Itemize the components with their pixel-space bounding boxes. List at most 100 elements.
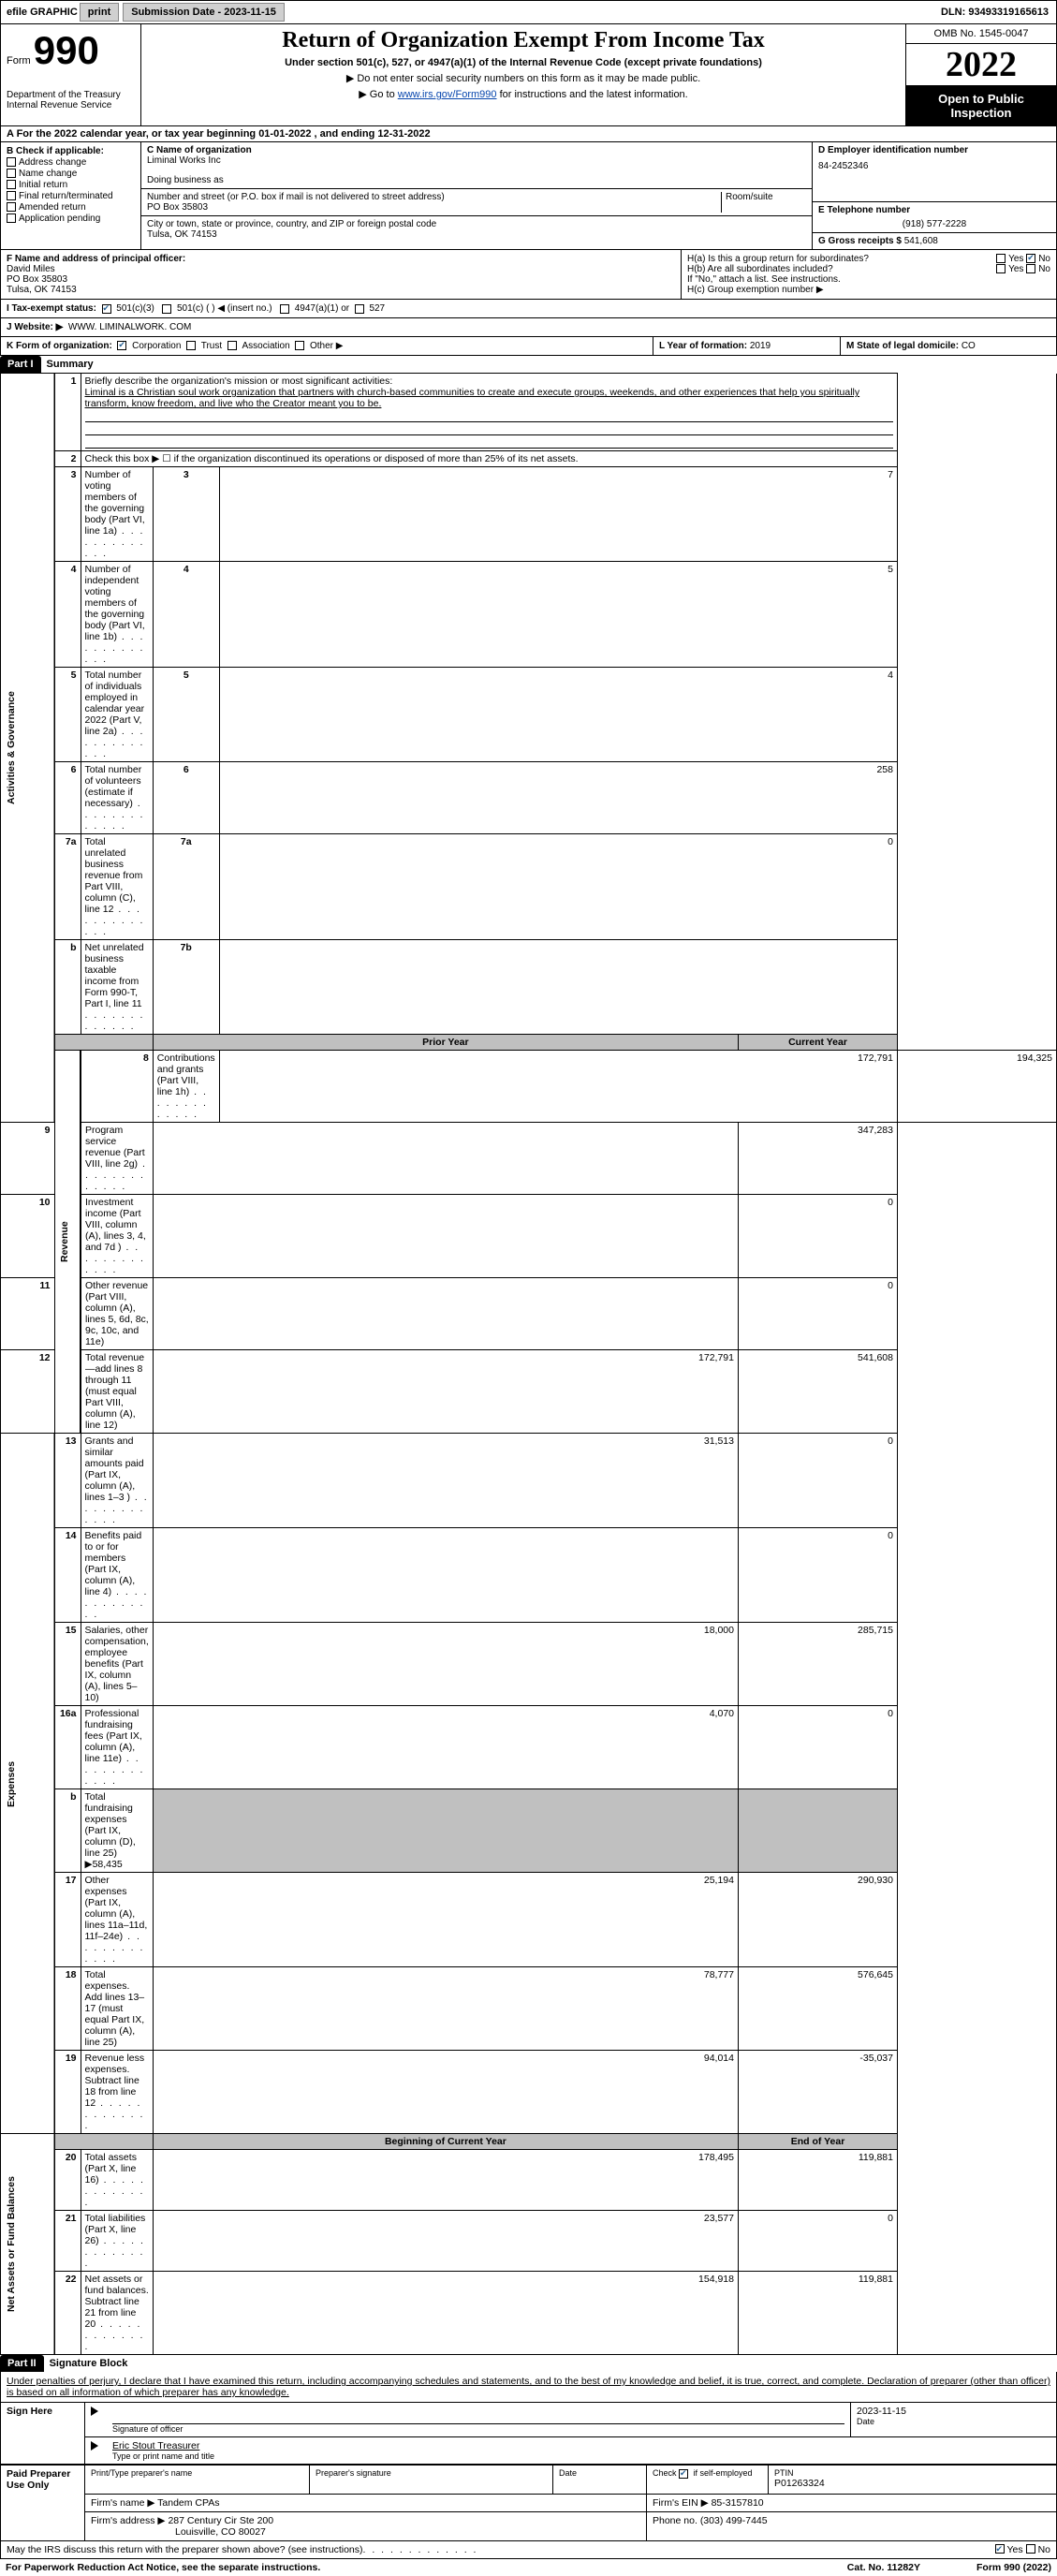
line1-num: 1	[54, 374, 81, 451]
arrow-icon	[91, 2407, 98, 2416]
side-activities: Activities & Governance	[1, 374, 55, 1123]
discuss-no-chk[interactable]	[1026, 2544, 1035, 2554]
hb-yes[interactable]: Yes	[1008, 264, 1023, 274]
line5-val: 4	[219, 668, 897, 762]
ha-label: H(a) Is this a group return for subordin…	[687, 254, 869, 264]
chk-527[interactable]	[355, 304, 364, 314]
line19-current: -35,037	[739, 2051, 898, 2134]
chk-address-change[interactable]: Address change	[7, 157, 135, 168]
line15-prior: 18,000	[153, 1623, 738, 1706]
officer-addr: PO Box 35803	[7, 274, 675, 285]
row-j-website: J Website: ▶ WWW. LIMINALWORK. COM	[0, 318, 1057, 337]
chk-final-return[interactable]: Final return/terminated	[7, 191, 135, 201]
col-b-checkboxes: B Check if applicable: Address change Na…	[1, 142, 141, 249]
line10-current: 0	[739, 1195, 898, 1278]
phone-value: (918) 577-2228	[818, 219, 1050, 229]
line17-current: 290,930	[739, 1873, 898, 1967]
city-value: Tulsa, OK 74153	[147, 229, 806, 240]
line9-desc: Program service revenue (Part VIII, line…	[85, 1125, 145, 1170]
year-formation-value: 2019	[750, 341, 771, 351]
chk-amended-return[interactable]: Amended return	[7, 202, 135, 213]
hb-no[interactable]: No	[1038, 264, 1050, 274]
discuss-row: May the IRS discuss this return with the…	[0, 2541, 1057, 2559]
hb-note: If "No," attach a list. See instructions…	[687, 274, 1050, 285]
chk-501c[interactable]	[162, 304, 171, 314]
line8-num: 8	[81, 1051, 153, 1123]
line11-desc: Other revenue (Part VIII, column (A), li…	[85, 1280, 149, 1347]
line7b-val	[219, 940, 897, 1035]
irs-link[interactable]: www.irs.gov/Form990	[398, 89, 497, 100]
firm-addr-label: Firm's address ▶	[91, 2515, 166, 2526]
line6-val: 258	[219, 762, 897, 834]
chk-name-change[interactable]: Name change	[7, 169, 135, 179]
line13-num: 13	[54, 1434, 81, 1528]
row-fh: F Name and address of principal officer:…	[0, 250, 1057, 300]
ptin-value: P01263324	[774, 2478, 1050, 2489]
line7a-box: 7a	[153, 834, 219, 940]
chk-association[interactable]	[228, 341, 237, 350]
line16b-num: b	[54, 1789, 81, 1873]
form-org-label: K Form of organization:	[7, 341, 112, 351]
line17-prior: 25,194	[153, 1873, 738, 1967]
hb-label: H(b) Are all subordinates included?	[687, 264, 833, 274]
type-name-label: Type or print name and title	[112, 2451, 1050, 2461]
chk-application-pending[interactable]: Application pending	[7, 213, 135, 224]
ein-label: D Employer identification number	[818, 145, 1050, 155]
line13-prior: 31,513	[153, 1434, 738, 1528]
mission-text: Liminal is a Christian soul work organiz…	[85, 387, 894, 409]
form-footer: Form 990 (2022)	[976, 2562, 1051, 2573]
row-a-tax-year: A For the 2022 calendar year, or tax yea…	[0, 126, 1057, 142]
ha-yes[interactable]: Yes	[1008, 254, 1023, 264]
line14-prior	[153, 1528, 738, 1623]
form-note-link: ▶ Go to www.irs.gov/Form990 for instruct…	[145, 88, 902, 100]
firm-phone-label: Phone no.	[653, 2515, 697, 2526]
line5-box: 5	[153, 668, 219, 762]
ha-no[interactable]: No	[1038, 254, 1050, 264]
firm-ein-value: 85-3157810	[712, 2497, 764, 2509]
hc-row: H(c) Group exemption number ▶	[687, 285, 1050, 295]
bottom-line: For Paperwork Reduction Act Notice, see …	[0, 2559, 1057, 2576]
sig-intro: Under penalties of perjury, I declare th…	[0, 2372, 1057, 2402]
prep-sig-label: Preparer's signature	[316, 2468, 547, 2478]
chk-trust[interactable]	[186, 341, 196, 350]
irs-label: Internal Revenue Service	[7, 100, 135, 110]
line10-num: 10	[1, 1195, 55, 1278]
submission-date-button[interactable]: Submission Date - 2023-11-15	[123, 3, 285, 22]
part2-title: Signature Block	[44, 2358, 128, 2369]
line9-current: 347,283	[739, 1123, 898, 1195]
line21-num: 21	[54, 2211, 81, 2272]
chk-initial-return[interactable]: Initial return	[7, 180, 135, 190]
firm-ein-label: Firm's EIN ▶	[653, 2497, 709, 2509]
tax-year: 2022	[906, 44, 1056, 86]
print-button[interactable]: print	[80, 3, 119, 22]
side-expenses: Expenses	[1, 1434, 55, 2134]
chk-4947[interactable]	[280, 304, 289, 314]
firm-addr1: 287 Century Cir Ste 200	[168, 2515, 273, 2526]
dba-label: Doing business as	[147, 175, 806, 185]
sig-date-label: Date	[857, 2417, 1050, 2426]
sign-here-table: Sign Here Signature of officer 2023-11-1…	[0, 2402, 1057, 2465]
discuss-yes-chk[interactable]	[995, 2544, 1005, 2554]
state-domicile-value: CO	[962, 341, 976, 351]
chk-other[interactable]	[295, 341, 304, 350]
firm-phone-value: (303) 499-7445	[700, 2515, 768, 2526]
check-self-employed[interactable]: Check if self-employed	[653, 2468, 762, 2479]
line12-desc: Total revenue—add lines 8 through 11 (mu…	[81, 1350, 153, 1434]
addr-label: Number and street (or P.O. box if mail i…	[147, 192, 717, 202]
line8-current: 194,325	[898, 1051, 1057, 1123]
line9-prior	[153, 1123, 738, 1195]
chk-501c3[interactable]	[102, 304, 111, 314]
line15-desc: Salaries, other compensation, employee b…	[81, 1623, 153, 1706]
discuss-yes: Yes	[1007, 2544, 1023, 2555]
line22-num: 22	[54, 2272, 81, 2355]
part1-header-row: Part I Summary	[0, 356, 1057, 373]
cat-no: Cat. No. 11282Y	[847, 2562, 920, 2573]
efile-label: efile GRAPHIC	[1, 7, 78, 18]
line7b-box: 7b	[153, 940, 219, 1035]
prep-date-label: Date	[559, 2468, 640, 2478]
tax-status-label: I Tax-exempt status:	[7, 303, 96, 314]
chk-corporation[interactable]	[117, 341, 126, 350]
line12-num: 12	[1, 1350, 55, 1434]
sign-here-label: Sign Here	[1, 2403, 85, 2465]
line13-current: 0	[739, 1434, 898, 1528]
